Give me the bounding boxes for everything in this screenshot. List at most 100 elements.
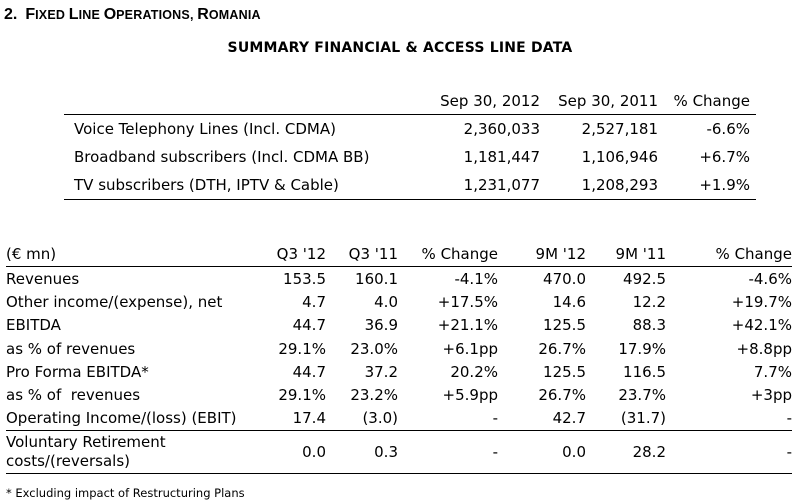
cell-value: 12.2	[632, 292, 666, 311]
cell-value: 26.7%	[538, 339, 586, 358]
row-label: Broadband subscribers (Incl. CDMA BB)	[74, 148, 370, 166]
access-line-table: Sep 30, 2012 Sep 30, 2011 % Change Voice…	[64, 88, 756, 200]
cell-value: 0.0	[264, 430, 326, 474]
cell-change: +6.7%	[699, 148, 750, 166]
section-title-text: FIXED LINE OPERATIONS, ROMANIA	[25, 6, 261, 23]
cell-value: 44.7	[292, 316, 326, 335]
cell-change: -	[492, 409, 498, 428]
cell-value: 1,181,447	[463, 148, 540, 166]
table-row: Broadband subscribers (Incl. CDMA BB) 1,…	[64, 143, 756, 171]
cell-change: -4.6%	[748, 269, 792, 288]
financial-header-row: (€ mn) Q3 '12 Q3 '11 % Change 9M '12 9M …	[6, 242, 792, 267]
cell-change: +3pp	[750, 386, 792, 405]
cell-value: 28.2	[586, 430, 666, 474]
cell-value: 1,231,077	[463, 176, 540, 194]
cell-change: +1.9%	[699, 176, 750, 194]
cell-change: +42.1%	[731, 316, 792, 335]
cell-change: -	[666, 430, 792, 474]
cell-change: 7.7%	[753, 362, 792, 381]
table-row: Operating Income/(loss) (EBIT) 17.4 (3.0…	[6, 407, 792, 431]
financial-header: Q3 '11	[348, 245, 398, 263]
financial-table: (€ mn) Q3 '12 Q3 '11 % Change 9M '12 9M …	[6, 242, 792, 474]
access-header: % Change	[673, 92, 750, 110]
cell-value: 2,360,033	[463, 120, 540, 138]
financial-header: % Change	[421, 245, 498, 263]
table-row: Other income/(expense), net 4.7 4.0 +17.…	[6, 290, 792, 313]
cell-change: +19.7%	[731, 292, 792, 311]
table-row: EBITDA 44.7 36.9 +21.1% 125.5 88.3 +42.1…	[6, 314, 792, 337]
financial-header: % Change	[715, 245, 792, 263]
row-label: TV subscribers (DTH, IPTV & Cable)	[74, 176, 339, 194]
cell-value: 88.3	[632, 316, 666, 335]
cell-change: -	[786, 409, 792, 428]
cell-value: 44.7	[292, 362, 326, 381]
row-label: as % of revenues	[6, 386, 141, 405]
access-header-row: Sep 30, 2012 Sep 30, 2011 % Change	[64, 88, 756, 115]
row-label: Revenues	[6, 269, 80, 288]
cell-value: 23.0%	[350, 339, 398, 358]
row-label: Operating Income/(loss) (EBIT)	[6, 409, 237, 428]
cell-value: 42.7	[552, 409, 586, 428]
cell-value: 14.6	[552, 292, 586, 311]
cell-value: 160.1	[355, 269, 398, 288]
access-header: Sep 30, 2012	[440, 92, 540, 110]
table-row: TV subscribers (DTH, IPTV & Cable) 1,231…	[64, 171, 756, 200]
row-label-line: costs/(reversals)	[6, 452, 131, 471]
cell-value: 2,527,181	[581, 120, 658, 138]
cell-value: (3.0)	[362, 409, 398, 428]
table-row: as % of revenues 29.1% 23.2% +5.9pp 26.7…	[6, 383, 792, 406]
cell-value: 125.5	[543, 362, 586, 381]
cell-value: 37.2	[364, 362, 398, 381]
row-label: Voluntary Retirement costs/(reversals)	[6, 430, 264, 474]
cell-value: 492.5	[623, 269, 666, 288]
footnote: * Excluding impact of Restructuring Plan…	[6, 486, 245, 500]
cell-value: 1,106,946	[581, 148, 658, 166]
cell-value: 23.7%	[618, 386, 666, 405]
row-label: Voice Telephony Lines (Incl. CDMA)	[74, 120, 336, 138]
section-number: 2.	[4, 6, 18, 23]
cell-value: 23.2%	[350, 386, 398, 405]
cell-change: -	[398, 430, 498, 474]
access-header: Sep 30, 2011	[558, 92, 658, 110]
financial-header: 9M '12	[535, 245, 586, 263]
table-row: as % of revenues 29.1% 23.0% +6.1pp 26.7…	[6, 337, 792, 360]
table-subtitle: SUMMARY FINANCIAL & ACCESS LINE DATA	[227, 40, 573, 56]
section-title: 2. FIXED LINE OPERATIONS, ROMANIA	[4, 6, 261, 24]
access-header-blank	[64, 88, 428, 115]
cell-change: -4.1%	[454, 269, 498, 288]
cell-change: +8.8pp	[736, 339, 792, 358]
row-label-line: Voluntary Retirement	[6, 433, 166, 452]
cell-value: (31.7)	[620, 409, 666, 428]
table-row: Voluntary Retirement costs/(reversals) 0.…	[6, 430, 792, 474]
cell-value: 153.5	[283, 269, 326, 288]
row-label: as % of revenues	[6, 339, 136, 358]
cell-value: 0.3	[326, 430, 398, 474]
cell-value: 116.5	[623, 362, 666, 381]
cell-value: 1,208,293	[581, 176, 658, 194]
cell-change: +17.5%	[437, 292, 498, 311]
cell-value: 470.0	[543, 269, 586, 288]
cell-value: 4.7	[302, 292, 326, 311]
cell-value: 17.9%	[618, 339, 666, 358]
financial-header-unit: (€ mn)	[6, 245, 57, 263]
table-row: Voice Telephony Lines (Incl. CDMA) 2,360…	[64, 115, 756, 144]
cell-value: 29.1%	[278, 386, 326, 405]
row-label: EBITDA	[6, 316, 61, 335]
financial-header: 9M '11	[615, 245, 666, 263]
row-label: Other income/(expense), net	[6, 292, 223, 311]
cell-change: +6.1pp	[442, 339, 498, 358]
cell-value: 0.0	[498, 430, 586, 474]
cell-change: -6.6%	[706, 120, 750, 138]
cell-change: +21.1%	[437, 316, 498, 335]
cell-value: 17.4	[292, 409, 326, 428]
row-label: Pro Forma EBITDA*	[6, 362, 149, 381]
table-row: Revenues 153.5 160.1 -4.1% 470.0 492.5 -…	[6, 267, 792, 291]
financial-header: Q3 '12	[276, 245, 326, 263]
cell-value: 29.1%	[278, 339, 326, 358]
cell-change: 20.2%	[450, 362, 498, 381]
cell-value: 36.9	[364, 316, 398, 335]
cell-value: 125.5	[543, 316, 586, 335]
cell-value: 4.0	[374, 292, 398, 311]
cell-value: 26.7%	[538, 386, 586, 405]
cell-change: +5.9pp	[442, 386, 498, 405]
